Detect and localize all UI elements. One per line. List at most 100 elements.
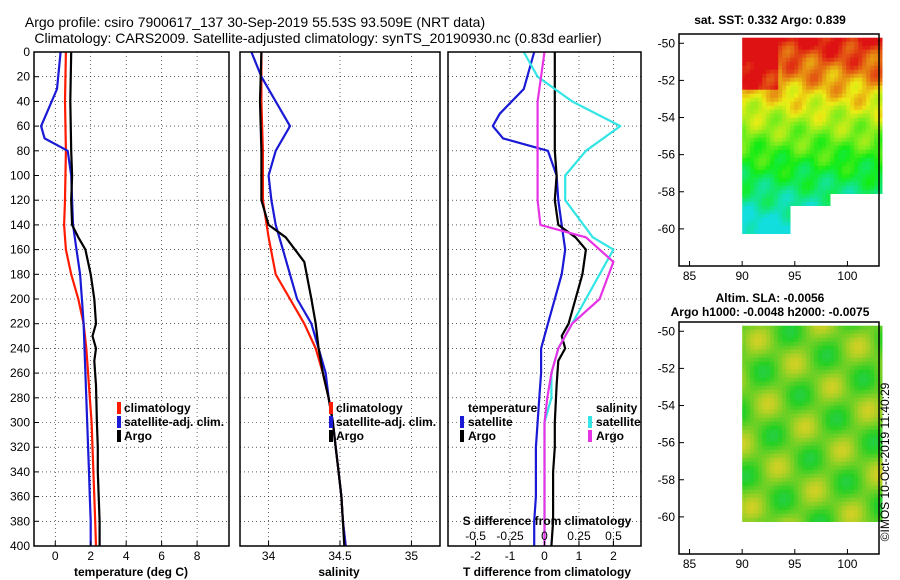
heatmap-cell [774, 357, 779, 362]
heatmap-cell [866, 81, 871, 86]
heatmap-cell [850, 149, 855, 154]
heatmap-cell [858, 149, 863, 154]
heatmap-cell [770, 65, 775, 70]
map-y-tick-label: -50 [658, 324, 676, 338]
heatmap-cell [798, 345, 803, 350]
heatmap-cell [806, 397, 811, 402]
heatmap-cell [826, 353, 831, 358]
heatmap-cell [746, 129, 751, 134]
heatmap-cell [870, 137, 875, 142]
heatmap-cell [866, 325, 871, 330]
map-x-tick-label: 95 [788, 557, 802, 571]
heatmap-cell [858, 389, 863, 394]
heatmap-cell [798, 353, 803, 358]
legend-label-satellite: satellite-adj. clim. [336, 415, 436, 429]
heatmap-cell [810, 169, 815, 174]
salinity-legend: climatology satellite-adj. clim. Argo [329, 401, 436, 443]
heatmap-cell [878, 157, 883, 162]
heatmap-cell [778, 397, 783, 402]
heatmap-cell [746, 85, 751, 90]
heatmap-cell [858, 465, 863, 470]
heatmap-cell [866, 101, 871, 106]
heatmap-cell [814, 173, 819, 178]
heatmap-cell [814, 365, 819, 370]
heatmap-cell [878, 165, 883, 170]
heatmap-cell [742, 497, 747, 502]
heatmap-cell [742, 81, 747, 86]
heatmap-cell [742, 173, 747, 178]
heatmap-cell [870, 189, 875, 194]
heatmap-cell [806, 405, 811, 410]
heatmap-cell [870, 433, 875, 438]
heatmap-cell [758, 201, 763, 206]
heatmap-cell [818, 513, 823, 518]
heatmap-cell [790, 349, 795, 354]
heatmap-cell [766, 397, 771, 402]
heatmap-cell [842, 413, 847, 418]
heatmap-cell [878, 513, 883, 518]
heatmap-cell [830, 373, 835, 378]
heatmap-cell [846, 473, 851, 478]
heatmap-cell [842, 397, 847, 402]
heatmap-cell [778, 385, 783, 390]
heatmap-cell [818, 69, 823, 74]
heatmap-cell [866, 69, 871, 74]
heatmap-cell [822, 473, 827, 478]
heatmap-cell [826, 149, 831, 154]
heatmap-cell [806, 433, 811, 438]
heatmap-cell [830, 41, 835, 46]
heatmap-cell [850, 121, 855, 126]
heatmap-cell [810, 477, 815, 482]
heatmap-cell [850, 113, 855, 118]
heatmap-cell [746, 89, 751, 94]
heatmap-cell [742, 349, 747, 354]
heatmap-cell [810, 49, 815, 54]
heatmap-cell [762, 505, 767, 510]
heatmap-cell [754, 193, 759, 198]
heatmap-cell [754, 341, 759, 346]
heatmap-cell [814, 493, 819, 498]
series-line-climatology [62, 51, 98, 547]
heatmap-cell [822, 377, 827, 382]
heatmap-cell [762, 437, 767, 442]
heatmap-cell [802, 57, 807, 62]
heatmap-cell [802, 357, 807, 362]
heatmap-cell [810, 433, 815, 438]
heatmap-cell [822, 337, 827, 342]
heatmap-cell [858, 329, 863, 334]
heatmap-cell [746, 73, 751, 78]
heatmap-cell [818, 105, 823, 110]
heatmap-cell [810, 189, 815, 194]
heatmap-cell [770, 497, 775, 502]
heatmap-cell [818, 173, 823, 178]
heatmap-cell [762, 357, 767, 362]
heatmap-cell [802, 393, 807, 398]
heatmap-cell [822, 349, 827, 354]
heatmap-cell [774, 213, 779, 218]
heatmap-cell [774, 141, 779, 146]
heatmap-cell [878, 101, 883, 106]
heatmap-cell [750, 201, 755, 206]
heatmap-cell [774, 345, 779, 350]
heatmap-cell [778, 481, 783, 486]
heatmap-cell [786, 401, 791, 406]
heatmap-cell [762, 225, 767, 230]
heatmap-cell [862, 365, 867, 370]
heatmap-cell [746, 209, 751, 214]
heatmap-cell [878, 485, 883, 490]
heatmap-cell [794, 69, 799, 74]
heatmap-cell [770, 77, 775, 82]
heatmap-cell [818, 517, 823, 522]
heatmap-cell [846, 497, 851, 502]
heatmap-cell [766, 137, 771, 142]
heatmap-cell [822, 117, 827, 122]
heatmap-cell [782, 389, 787, 394]
heatmap-cell [874, 469, 879, 474]
heatmap-cell [774, 513, 779, 518]
heatmap-cell [782, 361, 787, 366]
heatmap-cell [746, 469, 751, 474]
heatmap-cell [790, 401, 795, 406]
heatmap-cell [858, 129, 863, 134]
heatmap-cell [846, 445, 851, 450]
heatmap-cell [826, 45, 831, 50]
